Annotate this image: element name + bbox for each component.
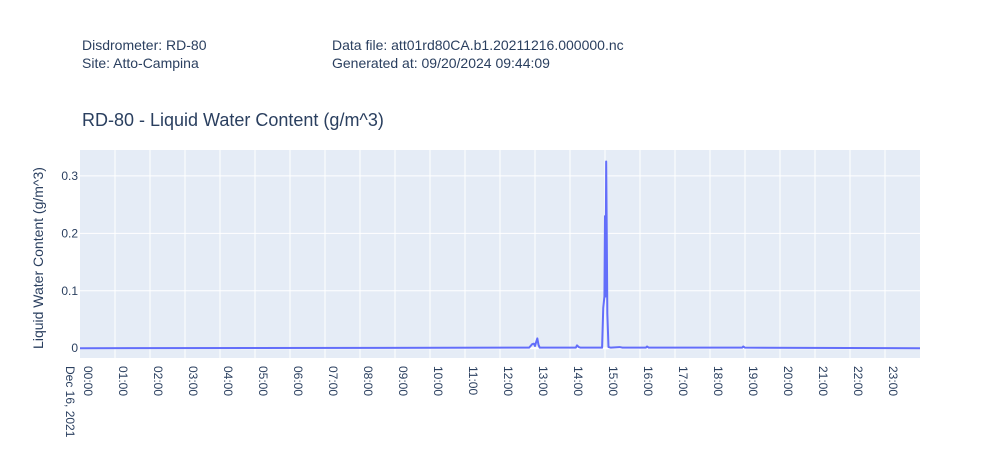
series-group	[79, 160, 921, 350]
x-tick-label: 07:00	[326, 366, 340, 396]
x-gridlines	[114, 150, 886, 358]
x-tick-label: 16:00	[641, 366, 655, 396]
x-tick-label: 21:00	[816, 366, 830, 396]
y-tick-labels: 0 0.1 0.2 0.3	[61, 169, 78, 355]
y-tick-label: 0	[71, 341, 78, 355]
x-tick-label: 12:00	[501, 366, 515, 396]
instrument-label: Disdrometer: RD-80	[82, 37, 207, 53]
generated-at-label: Generated at: 09/20/2024 09:44:09	[332, 55, 550, 71]
y-axis-title: Liquid Water Content (g/m^3)	[30, 167, 46, 349]
x-tick-labels: 00:00 01:00 02:00 03:00 04:00 05:00 06:00 07:00…	[81, 366, 900, 396]
x-tick-label: 22:00	[851, 366, 865, 396]
x-tick-label: 17:00	[676, 366, 690, 396]
data-file-label: Data file: att01rd80CA.b1.20211216.00000…	[332, 37, 624, 53]
x-tick-label: 11:00	[466, 366, 480, 395]
x-tick-label: 19:00	[746, 366, 760, 396]
header-right: Data file: att01rd80CA.b1.20211216.00000…	[332, 36, 624, 72]
site-label: Site: Atto-Campina	[82, 55, 199, 71]
x-tick-label: 05:00	[256, 366, 270, 396]
x-tick-label: 03:00	[186, 366, 200, 396]
x-tick-label: 13:00	[536, 366, 550, 396]
series-line	[79, 160, 921, 350]
y-tick-label: 0.3	[61, 169, 78, 183]
x-tick-label: 14:00	[571, 366, 585, 396]
y-tick-label: 0.1	[61, 284, 78, 298]
x-tick-label: 15:00	[606, 366, 620, 396]
x-tick-label: 18:00	[711, 366, 725, 396]
x-tick-label: 06:00	[291, 366, 305, 396]
header-left: Disdrometer: RD-80 Site: Atto-Campina	[82, 36, 206, 72]
x-tick-label: 20:00	[781, 366, 795, 396]
x-tick-label: 04:00	[221, 366, 235, 396]
x-tick-label: 02:00	[151, 366, 165, 396]
x-tick-label: 01:00	[116, 366, 130, 396]
y-tick-label: 0.2	[61, 226, 78, 240]
x-tick-label: 00:00	[81, 366, 95, 396]
x-tick-label: 10:00	[431, 366, 445, 396]
x-date-label: Dec 16, 2021	[63, 366, 77, 438]
x-tick-label: 23:00	[886, 366, 900, 396]
chart-title: RD-80 - Liquid Water Content (g/m^3)	[82, 110, 384, 130]
x-tick-label: 08:00	[361, 366, 375, 396]
x-tick-label: 09:00	[396, 366, 410, 396]
